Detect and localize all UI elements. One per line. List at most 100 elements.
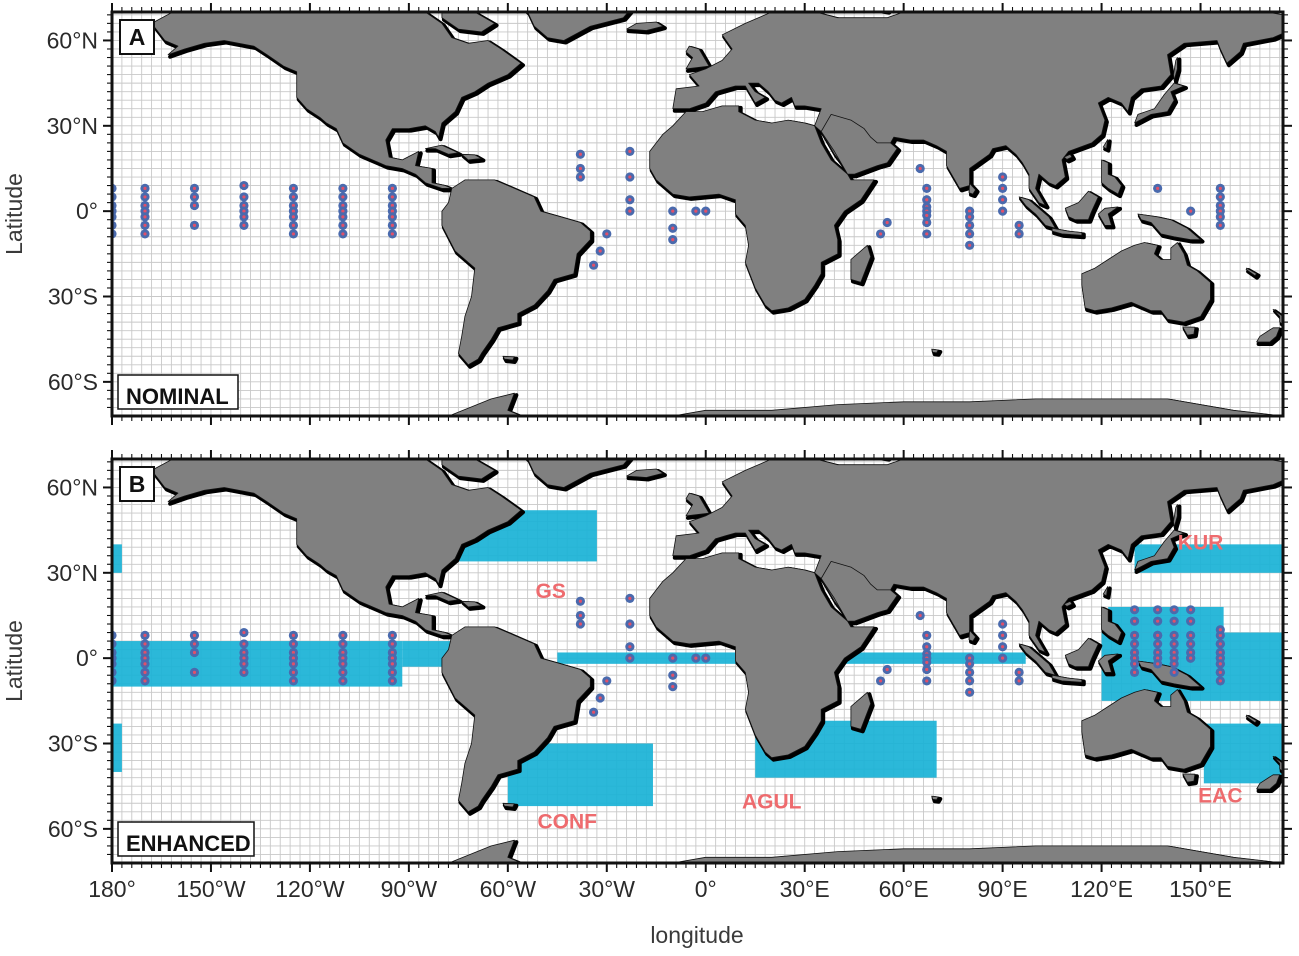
land-madagascar [850, 244, 872, 283]
mooring-marker-center [1172, 662, 1176, 666]
land-south-america [441, 626, 591, 813]
mooring-marker-center [143, 209, 147, 213]
mooring-marker-center [1189, 608, 1193, 612]
mooring-marker-center [390, 203, 394, 208]
land-sulawesi [1097, 206, 1119, 226]
land-sumatra [1018, 643, 1056, 676]
mooring-marker-center [1132, 642, 1137, 646]
mooring-marker-center [1017, 232, 1021, 236]
mooring-marker-center [192, 223, 197, 227]
mooring-marker-center [1132, 670, 1137, 674]
mooring-marker-center [1218, 642, 1222, 646]
y-tick-label: 0° [76, 645, 98, 671]
panel-letter-text: B [129, 471, 146, 497]
land-falklands [502, 355, 515, 361]
panel-enhanced: GS KUR CONF AGUL EAC 60°N 30°N 0° 30°S 60°S B ENHAN… [47, 450, 1292, 872]
land-madagascar [850, 691, 872, 730]
enhanced-region-eac [1203, 723, 1283, 784]
x-tick-label: 150°W [176, 876, 246, 902]
mooring-marker-center [925, 645, 929, 649]
mooring-marker-center [143, 215, 147, 219]
land-falklands [502, 802, 515, 808]
enhanced-region [557, 652, 736, 664]
landmasses [151, 459, 1283, 863]
mooring-marker-center [192, 650, 197, 655]
x-tick-label: 60°E [879, 876, 929, 902]
mooring-marker-center [1132, 662, 1137, 666]
mooring-marker-center [925, 213, 929, 218]
mooring-marker-center [628, 149, 632, 154]
mooring-marker-center [1132, 650, 1137, 655]
land-new-zealand-s [1256, 774, 1281, 790]
land-north-america [151, 12, 522, 189]
mooring-marker-center [1132, 619, 1137, 623]
axis-ticks [103, 3, 1292, 425]
mooring-marker-center [628, 209, 632, 213]
mooring-marker-center [291, 662, 296, 666]
mooring-marker-center [341, 209, 345, 213]
mooring-marker-center [925, 198, 929, 202]
y-tick-label: 60°S [48, 816, 98, 842]
mooring-marker-center [671, 209, 675, 213]
mode-label: ENHANCED [117, 821, 255, 857]
mooring-marker-center [192, 203, 197, 208]
mooring-marker-center [341, 670, 345, 674]
mooring-marker-center [968, 662, 972, 666]
mode-label-text: NOMINAL [126, 384, 229, 409]
mooring-marker-center [628, 198, 632, 202]
mooring-marker-center [925, 186, 929, 190]
mooring-marker-center [694, 209, 698, 213]
mooring-marker-center [1218, 656, 1222, 660]
land-iceland [626, 468, 664, 478]
land-iceland [626, 21, 664, 31]
mooring-marker-center [1001, 186, 1005, 190]
mooring-marker-center [628, 656, 632, 660]
land-new-zealand-s [1256, 327, 1281, 343]
land-kerguelen [931, 348, 939, 354]
x-tick-label: 90°E [978, 876, 1028, 902]
mooring-marker-center [968, 209, 972, 213]
mooring-marker-center [1218, 679, 1222, 683]
mooring-marker-center [968, 679, 972, 683]
y-axis-label-bottom: Latitude [1, 620, 27, 702]
mooring-marker-center [885, 220, 889, 225]
mooring-marker-center [578, 622, 583, 626]
x-tick-label: 60°W [480, 876, 537, 902]
land-sulawesi [1097, 653, 1119, 673]
x-tick-label: 30°E [780, 876, 830, 902]
y-tick-label: 60°S [48, 369, 98, 395]
mooring-marker-center [291, 186, 296, 190]
mooring-marker-center [628, 175, 632, 179]
land-baffin [441, 459, 495, 480]
mooring-marker-center [1156, 619, 1160, 623]
mooring-marker-center [1218, 633, 1222, 637]
mooring-marker-center [242, 215, 246, 219]
mooring-marker-center [671, 685, 675, 689]
enhanced-region [112, 723, 122, 772]
land-kerguelen [931, 795, 939, 801]
mooring-marker-center [1001, 198, 1005, 202]
mooring-marker-center [390, 223, 394, 227]
mooring-marker-center [1218, 650, 1222, 655]
mooring-marker-center [1172, 650, 1176, 655]
mooring-marker-center [968, 690, 972, 694]
region-label-gs: GS [536, 580, 566, 603]
mooring-marker-center [1189, 209, 1193, 213]
land-tasmania [1182, 326, 1196, 336]
mooring-marker-center [390, 186, 394, 190]
mooring-marker-center [341, 203, 345, 208]
map-content [112, 459, 1283, 863]
mooring-marker-center [192, 633, 197, 637]
mooring-marker-center [598, 249, 602, 253]
panel-letter: B [119, 466, 155, 502]
mooring-marker-center [1218, 670, 1222, 674]
mooring-marker-center [242, 195, 246, 199]
mooring-marker-center [704, 656, 708, 660]
y-tick-label: 30°N [47, 113, 98, 139]
mode-label: NOMINAL [117, 374, 239, 410]
mooring-marker-center [390, 670, 394, 674]
mooring-marker-center [1001, 209, 1005, 213]
mooring-marker-center [291, 679, 296, 683]
mooring-marker-center [390, 656, 394, 660]
mooring-marker-center [578, 599, 583, 603]
